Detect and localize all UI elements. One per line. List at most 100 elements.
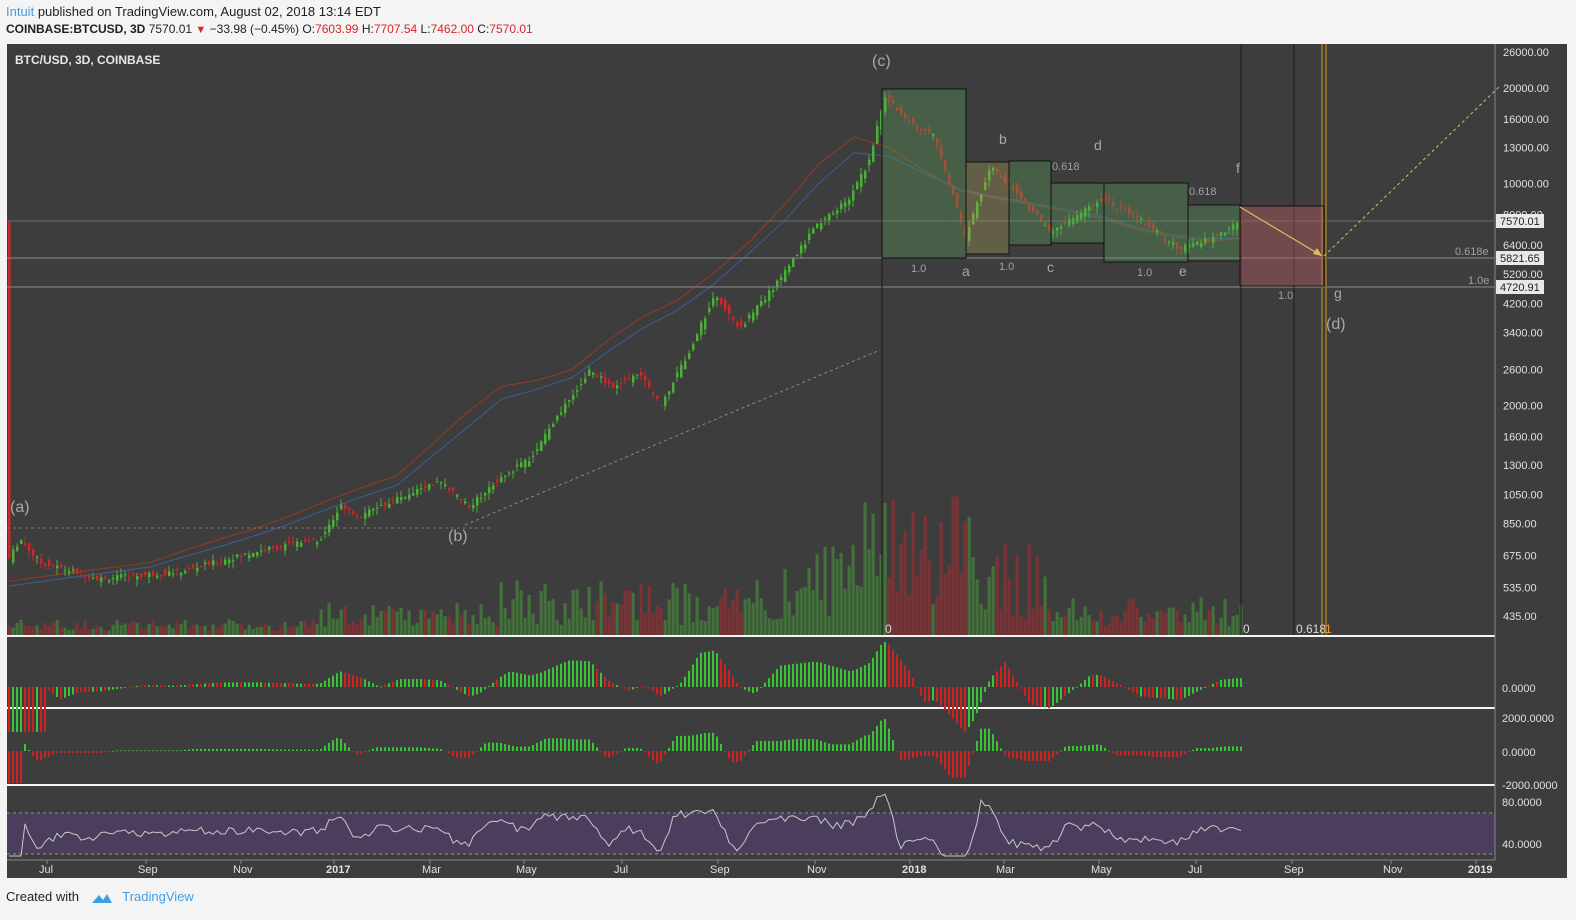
oscillator-bar — [444, 751, 446, 752]
macd-zero-label: 0.0000 — [1502, 683, 1536, 695]
macd-bar — [644, 687, 646, 688]
volume-bar — [283, 621, 287, 635]
macd-bar — [260, 682, 262, 687]
oscillator-bar — [760, 741, 762, 751]
oscillator-bar — [868, 734, 870, 751]
macd-bar — [848, 670, 850, 687]
macd-bar — [252, 682, 254, 687]
oscillator-bar — [224, 748, 226, 751]
candle-body — [136, 576, 139, 580]
volume-bar — [1079, 616, 1083, 635]
oscillator-bar — [160, 750, 162, 752]
volume-bar — [835, 558, 839, 635]
candle-body — [304, 538, 307, 542]
tradingview-link[interactable]: TradingView — [122, 889, 194, 904]
oscillator-bar — [1000, 748, 1002, 751]
volume-bar — [715, 606, 719, 635]
volume-bar — [895, 591, 899, 635]
macd-bar — [140, 685, 142, 687]
fib-label: 1.0e — [1468, 275, 1489, 287]
macd-bar — [928, 687, 930, 702]
volume-bar — [515, 580, 519, 635]
candle-body — [732, 316, 735, 320]
macd-bar — [132, 686, 134, 688]
volume-bar — [1151, 617, 1155, 635]
oscillator-bar — [200, 748, 202, 751]
macd-bar — [948, 687, 950, 715]
macd-bar — [816, 661, 818, 687]
candle-body — [448, 488, 451, 490]
oscillator-bar — [1156, 751, 1158, 758]
candle-body — [144, 571, 147, 575]
candle-body — [1220, 232, 1223, 237]
macd-bar — [220, 682, 222, 687]
macd-bar — [400, 678, 402, 687]
macd-bar — [1136, 687, 1138, 695]
time-axis[interactable] — [7, 860, 1567, 878]
macd-bar — [712, 650, 714, 687]
candle-body — [868, 159, 871, 165]
macd-bar — [456, 687, 458, 690]
candle-body — [68, 571, 71, 574]
oscillator-bar — [604, 751, 606, 757]
macd-bar — [124, 687, 126, 688]
oscillator-bar — [620, 751, 622, 752]
volume-bar — [487, 616, 491, 635]
oscillator-bar — [624, 748, 626, 751]
macd-bar — [624, 687, 626, 689]
volume-bar — [1055, 612, 1059, 635]
volume-bar — [767, 618, 771, 635]
oscillator-bar — [340, 738, 342, 751]
oscillator-bar — [996, 741, 998, 751]
oscillator-bar — [1196, 748, 1198, 751]
macd-bar — [1236, 678, 1238, 687]
oscillator-bar — [884, 719, 886, 751]
candle-body — [1148, 220, 1151, 228]
oscillator-bar — [568, 738, 570, 751]
candle-body — [408, 494, 411, 500]
macd-bar — [328, 678, 330, 687]
oscillator-bar — [632, 747, 634, 751]
oscillator-bar — [420, 747, 422, 751]
candle-body — [192, 565, 195, 568]
oscillator-bar — [1144, 751, 1146, 756]
oscillator-bar — [856, 740, 858, 751]
macd-bar — [720, 658, 722, 687]
macd-hist-pane[interactable] — [7, 637, 1495, 707]
cycle-label: 0 — [885, 622, 892, 636]
volume-bar — [635, 619, 639, 635]
price-axis[interactable] — [1495, 44, 1567, 860]
candle-body — [232, 560, 235, 562]
candle-body — [668, 391, 671, 395]
oscillator-bar — [900, 751, 902, 761]
macd-bar — [436, 680, 438, 687]
oscillator-bar — [516, 746, 518, 751]
candle-body — [416, 488, 419, 495]
macd-bar — [764, 682, 766, 687]
oscillator-bar — [48, 751, 50, 757]
chart-area[interactable]: BTC/USD, 3D, COINBASE (a) (b) (c) (d) a … — [0, 0, 1576, 880]
candle-body — [1172, 242, 1175, 245]
oscillator-bar — [556, 738, 558, 751]
fib-label: 1.0 — [911, 263, 926, 275]
oscillator-bar — [688, 735, 690, 751]
candle-body — [256, 552, 259, 556]
time-tick-label: Mar — [422, 864, 441, 876]
candle-body — [904, 113, 907, 119]
candle-body — [1108, 199, 1111, 201]
oscillator-pane[interactable] — [7, 709, 1495, 784]
candle-body — [176, 569, 179, 571]
main-pane[interactable] — [7, 44, 1495, 635]
candle-body — [548, 428, 551, 440]
volume-bar — [575, 589, 579, 635]
volume-bar — [847, 565, 851, 635]
oscillator-bar — [1048, 751, 1050, 761]
candle-body — [932, 133, 935, 137]
oscillator-bar — [1076, 746, 1078, 751]
volume-bar — [371, 605, 375, 635]
candle-body — [1140, 218, 1143, 220]
author-link[interactable]: Intuit — [6, 4, 35, 19]
candle-body — [552, 423, 555, 427]
macd-bar — [1216, 681, 1218, 687]
oscillator-bar — [940, 751, 942, 765]
